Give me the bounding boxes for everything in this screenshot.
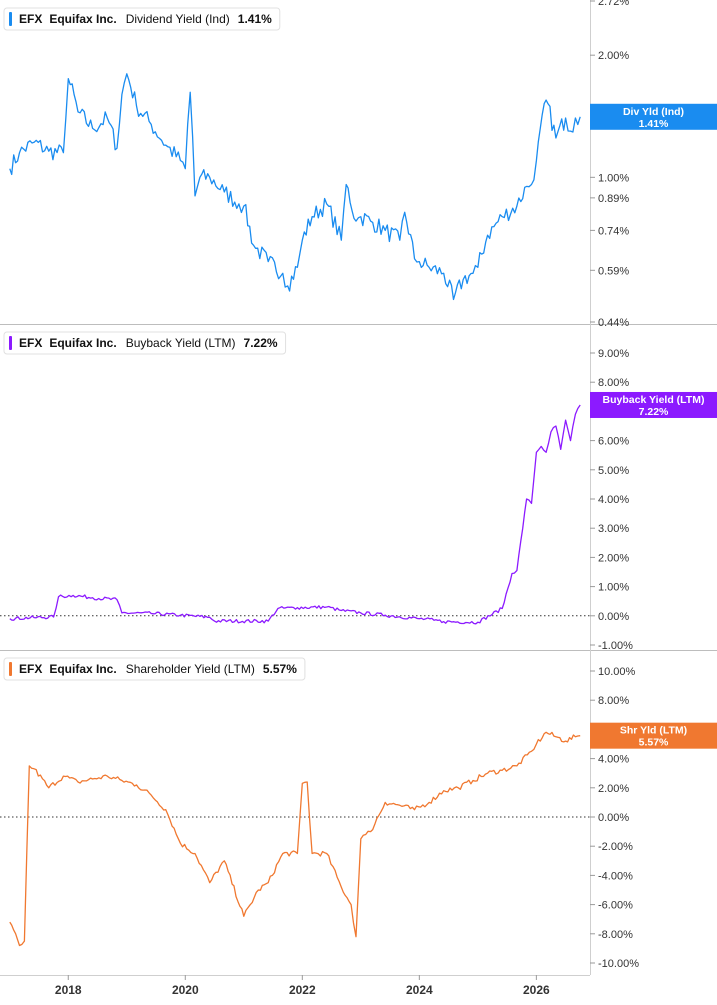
y-tick-label: -8.00% xyxy=(598,929,633,941)
legend-ticker: EFX xyxy=(19,662,42,676)
legend-box xyxy=(3,331,287,355)
y-tick-label: 0.00% xyxy=(598,812,629,824)
legend: EFX Equifax Inc. Buyback Yield (LTM) 7.22% xyxy=(3,331,287,355)
legend-box xyxy=(3,7,281,31)
series-line-2 xyxy=(9,404,581,625)
series-line-1 xyxy=(9,73,581,301)
badge-value: 1.41% xyxy=(639,118,669,130)
legend-value: 1.41% xyxy=(238,12,272,26)
badge-label: Div Yld (Ind) xyxy=(623,106,684,118)
x-tick-label: 2020 xyxy=(172,983,199,997)
legend: EFX Equifax Inc. Dividend Yield (Ind) 1.41% xyxy=(3,7,281,31)
value-badge xyxy=(590,391,717,418)
legend-swatch xyxy=(9,12,12,26)
y-tick-label: 4.00% xyxy=(598,754,629,766)
y-tick-label: 8.00% xyxy=(598,695,629,707)
legend-metric: Buyback Yield (LTM) xyxy=(126,336,236,350)
y-tick-label: 2.00% xyxy=(598,783,629,795)
y-tick-label: 4.00% xyxy=(598,494,629,506)
y-tick-label: 0.44% xyxy=(598,317,629,329)
y-tick-label: 0.59% xyxy=(598,265,629,277)
legend-box xyxy=(3,657,306,681)
y-tick-label: 1.00% xyxy=(598,582,629,594)
panel-1: 2.72% 2.00% 1.00% 0.89% 0.74% 0.59% 0.44% Div Y… xyxy=(0,0,717,329)
y-tick-label: 5.00% xyxy=(598,465,629,477)
legend-company: Equifax Inc. xyxy=(49,336,116,350)
badge-value: 7.22% xyxy=(639,406,669,418)
legend-swatch xyxy=(9,336,12,350)
y-tick-label: -10.00% xyxy=(598,958,639,970)
legend-ticker: EFX xyxy=(19,12,42,26)
legend-swatch xyxy=(9,662,12,676)
legend-value: 7.22% xyxy=(244,336,278,350)
y-tick-label: 0.00% xyxy=(598,611,629,623)
y-tick-label: -1.00% xyxy=(598,640,633,652)
y-tick-label: 2.72% xyxy=(598,0,629,8)
legend-company: Equifax Inc. xyxy=(49,662,116,676)
panel-3: 10.00%8.00%6.00%4.00%2.00%0.00%-2.00%-4.… xyxy=(0,650,717,975)
legend-metric: Dividend Yield (Ind) xyxy=(126,12,230,26)
y-tick-label: 2.00% xyxy=(598,50,629,62)
x-tick-label: 2026 xyxy=(523,983,550,997)
x-tick-label: 2022 xyxy=(289,983,316,997)
x-tick-label: 2018 xyxy=(55,983,82,997)
legend: EFX Equifax Inc. Shareholder Yield (LTM) 5.… xyxy=(3,657,306,681)
y-tick-label: 2.00% xyxy=(598,552,629,564)
value-badge xyxy=(590,103,717,130)
y-tick-label: 3.00% xyxy=(598,523,629,535)
legend-ticker: EFX xyxy=(19,336,42,350)
y-tick-label: 6.00% xyxy=(598,436,629,448)
value-badge xyxy=(590,722,717,749)
y-tick-label: 10.00% xyxy=(598,666,636,678)
y-tick-label: 1.00% xyxy=(598,172,629,184)
y-tick-label: 0.89% xyxy=(598,193,629,205)
y-tick-label: -2.00% xyxy=(598,841,633,853)
legend-metric: Shareholder Yield (LTM) xyxy=(126,662,255,676)
badge-label: Shr Yld (LTM) xyxy=(620,725,687,737)
y-tick-label: -4.00% xyxy=(598,870,633,882)
x-tick-label: 2024 xyxy=(406,983,433,997)
y-tick-label: 8.00% xyxy=(598,377,629,389)
panel-2: 9.00%8.00%7.00%6.00%5.00%4.00%3.00%2.00%… xyxy=(0,324,717,652)
legend-company: Equifax Inc. xyxy=(49,12,116,26)
legend-value: 5.57% xyxy=(263,662,297,676)
series-line-3 xyxy=(9,731,581,947)
y-tick-label: 9.00% xyxy=(598,348,629,360)
x-axis: 2018 2020 2022 2024 2026 xyxy=(0,975,590,997)
badge-label: Buyback Yield (LTM) xyxy=(603,394,705,406)
y-tick-label: 0.74% xyxy=(598,225,629,237)
badge-value: 5.57% xyxy=(639,737,669,749)
y-tick-label: -6.00% xyxy=(598,900,633,912)
